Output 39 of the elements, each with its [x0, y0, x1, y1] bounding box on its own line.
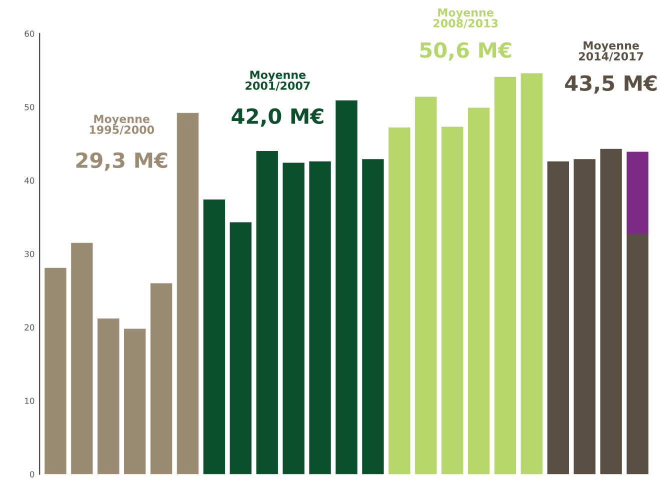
annotation: 43,5 M€	[565, 75, 657, 94]
bar	[71, 242, 93, 474]
bar	[626, 234, 648, 474]
y-tick-label: 20	[24, 324, 34, 331]
bar	[256, 151, 278, 474]
bar	[441, 126, 464, 474]
y-tick-label: 10	[25, 398, 34, 404]
bar	[362, 159, 384, 474]
bar	[574, 159, 596, 474]
bar	[230, 222, 252, 474]
annotation: Moyenne 2001/2007	[246, 70, 310, 91]
bar	[494, 76, 516, 474]
y-tick-label: 60	[24, 30, 34, 37]
bar	[309, 161, 331, 474]
y-tick-label: 0	[30, 471, 34, 478]
bar	[468, 108, 490, 474]
bar	[388, 128, 410, 474]
annotation: 42,0 M€	[232, 108, 324, 127]
bar	[415, 96, 437, 474]
y-tick-label: 30	[24, 250, 34, 258]
bar	[176, 112, 199, 474]
annotation: 50,6 M€	[420, 42, 512, 61]
bar	[44, 268, 66, 474]
bar	[520, 73, 543, 474]
bar	[98, 318, 120, 474]
annotation: Moyenne 1995/2000	[90, 114, 154, 135]
bar	[547, 161, 569, 474]
bar	[150, 283, 172, 474]
bar	[282, 162, 304, 474]
bar	[336, 100, 358, 474]
bar	[626, 152, 648, 234]
bar	[203, 200, 226, 474]
annotation: 29,3 M€	[76, 152, 168, 171]
y-tick-label: 50	[24, 104, 34, 110]
bar	[124, 328, 146, 474]
annotation: Moyenne 2014/2017	[578, 41, 644, 62]
bar	[600, 148, 622, 474]
text: Moyenne 2008/2013	[433, 8, 498, 28]
y-tick-label: 40	[24, 177, 34, 184]
